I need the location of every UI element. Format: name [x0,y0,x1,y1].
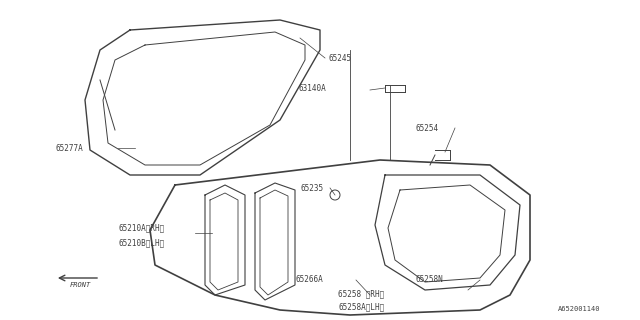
Text: 65210A〈RH〉: 65210A〈RH〉 [118,223,164,233]
Text: 65258A〈LH〉: 65258A〈LH〉 [338,302,384,311]
Text: 65245: 65245 [328,53,351,62]
Text: 65258N: 65258N [415,276,443,284]
Text: 65254: 65254 [415,124,438,132]
Text: 65235: 65235 [300,183,323,193]
Text: 65277A: 65277A [55,143,83,153]
Text: FRONT: FRONT [69,282,91,288]
Text: 65258 〈RH〉: 65258 〈RH〉 [338,290,384,299]
Text: 65210B〈LH〉: 65210B〈LH〉 [118,238,164,247]
Text: A652001140: A652001140 [557,306,600,312]
Text: 65266A: 65266A [295,276,323,284]
Text: 63140A: 63140A [298,84,326,92]
